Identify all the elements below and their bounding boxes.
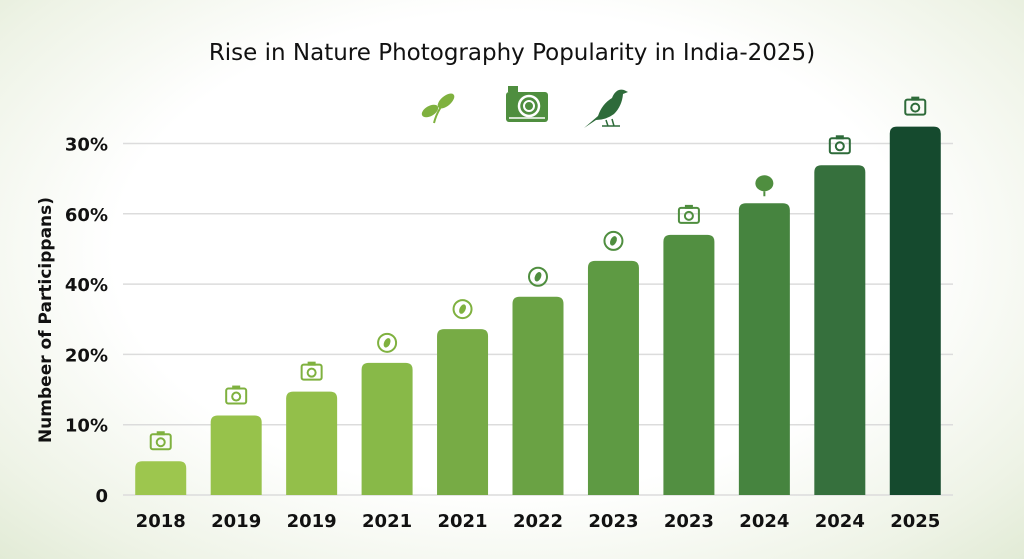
camera-icon [506,86,548,122]
x-tick-label: 2024 [739,511,789,532]
leaves-icon [421,93,455,124]
x-tick-label: 2021 [437,511,487,532]
camera-icon [225,385,248,405]
x-tick-label: 2023 [664,511,714,532]
chart-title: Rise in Nature Photography Popularity in… [209,40,815,66]
x-tick-label: 2019 [211,511,261,532]
bar [738,203,790,495]
bar [286,391,338,495]
bar [814,165,866,495]
camera-icon [300,361,323,381]
y-axis-ticks: 0 10% 20% 40% 60% 30% [65,135,108,508]
camera-icon [828,135,851,155]
y-axis-label: Numbeer of Particippans) [36,197,56,443]
x-tick-label: 2021 [362,511,412,532]
leaf-badge-icon [377,332,398,353]
bird-leaf-icon [755,175,774,197]
y-tick-label: 10% [65,416,108,437]
x-tick-label: 2023 [588,511,638,532]
y-tick-label: 30% [65,135,108,156]
header-icons [421,86,628,128]
y-tick-label: 40% [65,275,108,296]
y-tick-label: 60% [65,205,108,226]
bar [512,296,564,495]
camera-icon [904,96,927,116]
bars [135,96,941,496]
y-tick-label: 0 [95,486,108,507]
y-tick-label: 20% [65,345,108,366]
bar [135,461,187,495]
bar [361,362,413,495]
x-tick-label: 2022 [513,511,563,532]
leaf-badge-icon [452,299,473,320]
bird-icon [584,89,628,128]
x-tick-label: 2018 [136,511,186,532]
x-tick-label: 2019 [287,511,337,532]
plant-badge-icon [603,230,624,251]
leaf-badge-icon [528,266,548,287]
x-tick-label: 2024 [815,511,865,532]
x-axis-ticks: 2018 2019 2019 2021 2021 2022 2023 2023 2024 2024… [136,511,941,532]
bar [663,234,715,495]
x-tick-label: 2025 [890,511,940,532]
bar [587,260,639,495]
camera-icon [677,204,700,224]
bar [889,126,941,496]
camera-icon [149,431,172,451]
bar [437,329,489,495]
bar [210,415,262,495]
